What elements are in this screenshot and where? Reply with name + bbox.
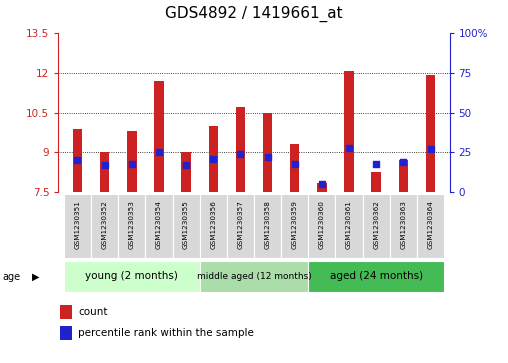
Bar [371, 172, 381, 192]
Point [155, 150, 163, 155]
Text: GSM1230364: GSM1230364 [428, 200, 433, 249]
Point [73, 158, 81, 163]
Bar [173, 194, 200, 258]
Bar [118, 194, 145, 258]
Bar [208, 126, 218, 192]
Bar [399, 160, 408, 192]
Text: GSM1230363: GSM1230363 [400, 200, 406, 249]
Text: GSM1230351: GSM1230351 [75, 200, 80, 249]
Text: middle aged (12 months): middle aged (12 months) [197, 272, 311, 281]
Bar [390, 194, 417, 258]
Text: GSM1230352: GSM1230352 [102, 200, 108, 249]
Text: GSM1230353: GSM1230353 [129, 200, 135, 249]
Bar [317, 183, 327, 192]
Text: GSM1230362: GSM1230362 [373, 200, 379, 249]
Bar [127, 131, 137, 192]
Bar [335, 194, 363, 258]
Bar [281, 194, 308, 258]
Bar [236, 107, 245, 192]
Text: GSM1230355: GSM1230355 [183, 200, 189, 249]
Text: GSM1230358: GSM1230358 [265, 200, 271, 249]
Point [291, 161, 299, 167]
Point [372, 161, 380, 167]
Bar [64, 194, 91, 258]
Bar [200, 194, 227, 258]
Text: percentile rank within the sample: percentile rank within the sample [78, 328, 254, 338]
Text: GSM1230361: GSM1230361 [346, 200, 352, 249]
Text: ▶: ▶ [31, 272, 39, 282]
Text: young (2 months): young (2 months) [85, 271, 178, 281]
Point [128, 161, 136, 167]
Bar [91, 194, 118, 258]
Bar [263, 113, 272, 192]
Bar [227, 194, 254, 258]
Text: count: count [78, 307, 108, 317]
Text: GSM1230357: GSM1230357 [237, 200, 243, 249]
Bar [73, 129, 82, 192]
Bar [308, 194, 335, 258]
Bar [60, 305, 72, 319]
Text: GSM1230356: GSM1230356 [210, 200, 216, 249]
Text: GSM1230359: GSM1230359 [292, 200, 298, 249]
Point [345, 145, 353, 151]
Bar [417, 194, 444, 258]
Point [182, 162, 190, 168]
Bar [200, 261, 308, 292]
Bar [60, 326, 72, 340]
Bar [145, 194, 173, 258]
Bar [100, 152, 109, 192]
Bar [154, 81, 164, 192]
Bar [181, 152, 191, 192]
Point [264, 154, 272, 160]
Text: GSM1230360: GSM1230360 [319, 200, 325, 249]
Point [318, 182, 326, 187]
Bar [290, 144, 300, 192]
Point [236, 151, 244, 157]
Point [209, 156, 217, 162]
Point [101, 162, 109, 168]
Bar [308, 261, 444, 292]
Bar [344, 71, 354, 192]
Bar [254, 194, 281, 258]
Point [427, 146, 435, 152]
Bar [64, 261, 200, 292]
Text: age: age [3, 272, 21, 282]
Text: GSM1230354: GSM1230354 [156, 200, 162, 249]
Point [399, 159, 407, 165]
Bar [426, 75, 435, 192]
Text: GDS4892 / 1419661_at: GDS4892 / 1419661_at [165, 5, 343, 22]
Bar [363, 194, 390, 258]
Text: aged (24 months): aged (24 months) [330, 271, 423, 281]
